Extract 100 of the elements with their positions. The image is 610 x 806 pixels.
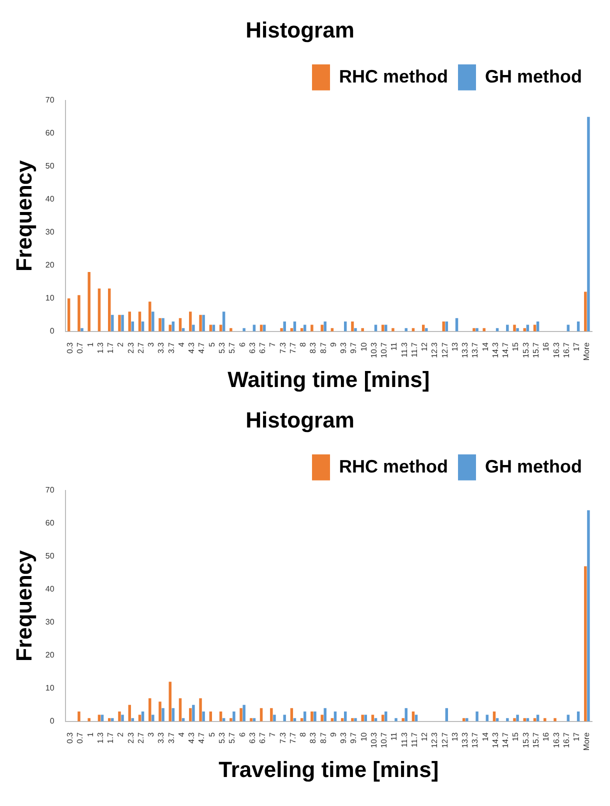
x-tick-label: 0.3 — [66, 732, 75, 744]
bar — [230, 328, 232, 332]
x-tick-label: 8.7 — [318, 342, 328, 354]
x-tick-label: 6.7 — [258, 732, 268, 744]
bar — [354, 718, 357, 722]
bar — [162, 708, 164, 722]
x-tick-label: 6.3 — [248, 732, 257, 744]
x-tick-label: 1 — [86, 732, 95, 737]
x-tick-label: 15 — [511, 732, 520, 742]
x-tick-label: 13 — [450, 732, 460, 742]
bar — [587, 116, 590, 332]
y-tick-label: 10 — [45, 294, 55, 303]
x-tick-label: 4 — [176, 732, 186, 737]
x-tick-label: 12 — [420, 342, 430, 352]
x-tick-label: 2.3 — [126, 732, 136, 744]
bar — [283, 714, 286, 722]
y-tick-label: 50 — [45, 162, 55, 171]
bar — [189, 708, 192, 722]
bar — [192, 704, 195, 722]
x-tick-label: 7.3 — [278, 342, 288, 354]
bar — [476, 711, 478, 722]
bar — [67, 298, 70, 332]
x-tick-label: 3.3 — [156, 342, 166, 354]
bar — [98, 288, 101, 332]
x-tick-label: 2.3 — [126, 342, 136, 354]
bar — [178, 318, 182, 332]
x-tick-label: 13.3 — [460, 732, 470, 748]
bar — [320, 714, 324, 722]
x-tick-label: 1.7 — [106, 342, 116, 354]
bar — [310, 324, 314, 332]
bar — [111, 718, 114, 722]
bar — [392, 328, 394, 332]
x-tick-label: 13 — [450, 342, 460, 352]
bar — [230, 718, 232, 722]
bar — [584, 566, 587, 722]
x-tick-label: 4.3 — [187, 732, 196, 744]
y-tick-label: 70 — [45, 486, 55, 495]
y-tick-label: 30 — [45, 228, 55, 237]
bar — [442, 321, 445, 332]
bar — [158, 702, 162, 722]
bar — [78, 295, 80, 332]
x-tick-label: 16 — [542, 732, 551, 742]
y-axis-title: Frequency — [11, 160, 36, 272]
x-tick-label: 11.7 — [410, 342, 419, 358]
x-tick-label: 9.7 — [349, 732, 358, 744]
x-tick-label: 14.3 — [490, 732, 500, 748]
bar — [240, 708, 242, 722]
x-tick-label: 6.3 — [248, 342, 257, 354]
bar — [148, 302, 152, 332]
x-tick-label: 14.7 — [501, 732, 510, 748]
y-tick-label: 70 — [45, 96, 55, 105]
bar — [351, 321, 354, 332]
bar — [324, 321, 326, 332]
x-tick-label: 3.7 — [166, 732, 176, 744]
x-tick-label: 5.3 — [218, 732, 226, 744]
x-tick-label: 7.3 — [278, 732, 288, 744]
bar — [199, 698, 202, 722]
bar — [513, 324, 516, 332]
x-tick-label: 8.3 — [308, 732, 318, 744]
bar — [111, 314, 114, 332]
bar — [138, 312, 142, 332]
x-tick-label: 5.7 — [228, 732, 237, 744]
legend-label: GH method — [485, 456, 582, 476]
bar — [280, 328, 283, 332]
bar — [128, 704, 131, 722]
x-tick-label: 15 — [511, 342, 520, 352]
x-tick-label: 7 — [268, 732, 278, 737]
x-tick-label: 17 — [572, 342, 582, 352]
x-tick-label: 15.7 — [531, 732, 540, 748]
x-tick-label: 4.7 — [197, 342, 206, 354]
x-tick-label: 15.7 — [531, 342, 540, 358]
x-tick-label: 10.3 — [369, 342, 378, 358]
x-tick-label: 5 — [207, 732, 216, 737]
x-tick-label: More — [582, 342, 592, 361]
x-tick-label: 8.7 — [318, 732, 328, 744]
bar — [199, 314, 202, 332]
x-tick-label: 3 — [146, 732, 156, 737]
bar — [310, 711, 314, 722]
x-tick-label: 16 — [542, 342, 551, 352]
x-tick-label: 15.3 — [521, 732, 530, 748]
x-tick-label: 8 — [298, 342, 308, 347]
y-tick-label: 40 — [45, 194, 55, 204]
x-tick-label: 14 — [480, 342, 490, 352]
x-tick-label: 10 — [359, 342, 368, 352]
x-tick-label: 1.3 — [96, 342, 105, 354]
bar — [118, 711, 121, 722]
bar — [506, 718, 509, 722]
bar — [168, 682, 172, 722]
x-tick-label: 12 — [420, 732, 430, 742]
bar — [152, 714, 154, 722]
x-tick-label: 1 — [86, 342, 95, 347]
x-tick-label: 4.7 — [197, 732, 206, 744]
x-tick-label: 16.7 — [562, 342, 571, 358]
y-tick-label: 20 — [45, 260, 55, 270]
x-tick-label: 11.3 — [400, 732, 409, 748]
x-tick-label: 7.7 — [288, 342, 298, 354]
x-tick-label: 2 — [116, 732, 126, 737]
x-tick-label: 12.3 — [430, 342, 440, 358]
x-tick-label: 9.7 — [349, 342, 358, 354]
bar — [88, 718, 90, 722]
